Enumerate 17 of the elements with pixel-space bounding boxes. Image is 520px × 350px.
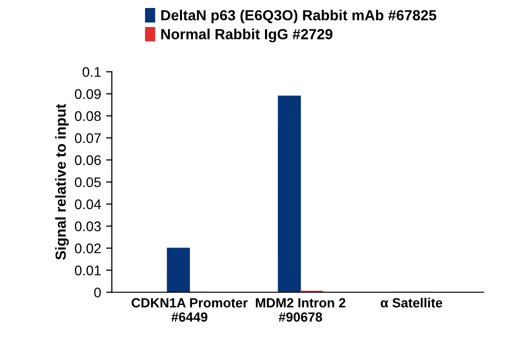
y-tick-label: 0.04 — [74, 199, 101, 210]
x-tick-label: α Satellite — [380, 298, 442, 308]
y-tick-label: 0.09 — [74, 89, 101, 99]
y-tick-label: 0.02 — [74, 243, 101, 254]
legend-label: Normal Rabbit IgG #2729 — [161, 28, 332, 42]
y-tick-label: 0.03 — [74, 221, 101, 232]
y-tick-label: 0.1 — [82, 67, 101, 77]
y-tick-label: 0.08 — [74, 111, 101, 122]
x-tick-label: MDM2 Intron 2 #90678 — [256, 298, 346, 322]
x-tick-label: CDKN1A Promoter #6449 — [132, 298, 248, 322]
y-tick-label: 0.01 — [74, 266, 101, 276]
y-tick-label: 0 — [94, 288, 101, 298]
y-axis-title: Signal relative to input — [55, 104, 69, 260]
legend-label: DeltaN p63 (E6Q3O) Rabbit mAb #67825 — [161, 10, 436, 24]
y-tick-label: 0.07 — [74, 133, 101, 144]
y-tick-label: 0.06 — [74, 155, 101, 166]
y-tick-label: 0.05 — [74, 177, 101, 188]
